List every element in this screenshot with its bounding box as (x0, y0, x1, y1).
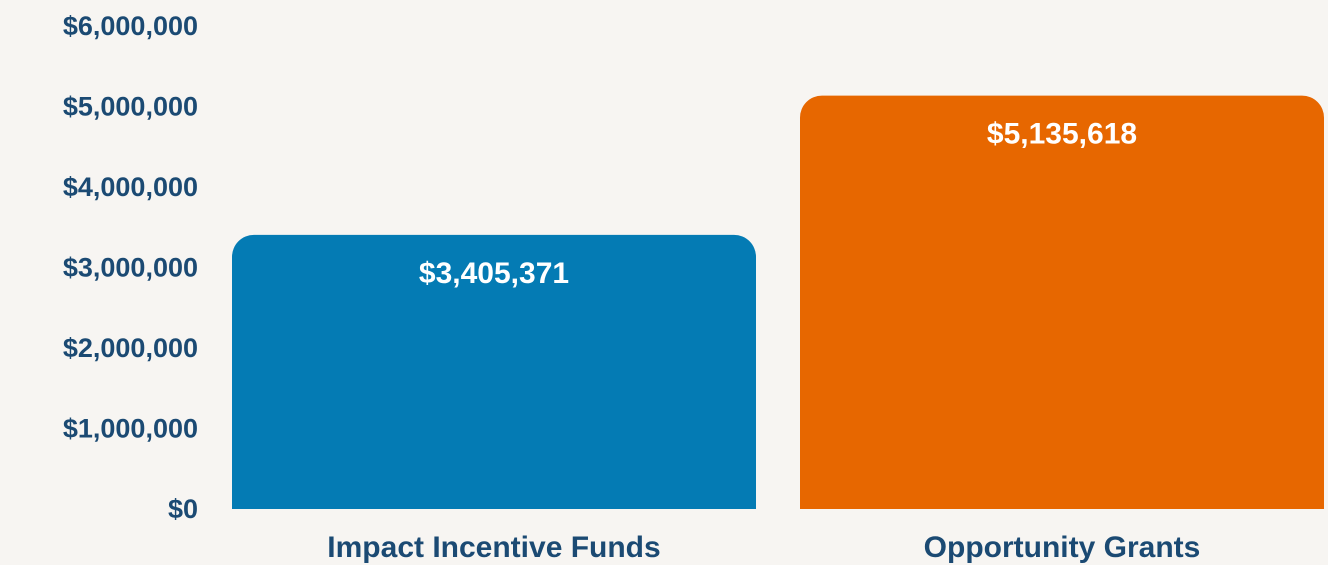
y-tick-label: $1,000,000 (63, 414, 198, 444)
y-tick-label: $0 (168, 494, 198, 524)
bar (800, 95, 1324, 509)
y-tick-label: $3,000,000 (63, 253, 198, 283)
bar (232, 234, 756, 510)
x-tick-label: Impact Incentive Funds (327, 531, 660, 564)
x-tick-label: Opportunity Grants (924, 531, 1201, 564)
y-tick-label: $4,000,000 (63, 172, 198, 202)
y-tick-label: $5,000,000 (63, 92, 198, 122)
y-tick-label: $6,000,000 (63, 11, 198, 41)
value-label: $3,405,371 (419, 257, 569, 290)
y-tick-label: $2,000,000 (63, 333, 198, 363)
value-label: $5,135,618 (987, 118, 1137, 151)
